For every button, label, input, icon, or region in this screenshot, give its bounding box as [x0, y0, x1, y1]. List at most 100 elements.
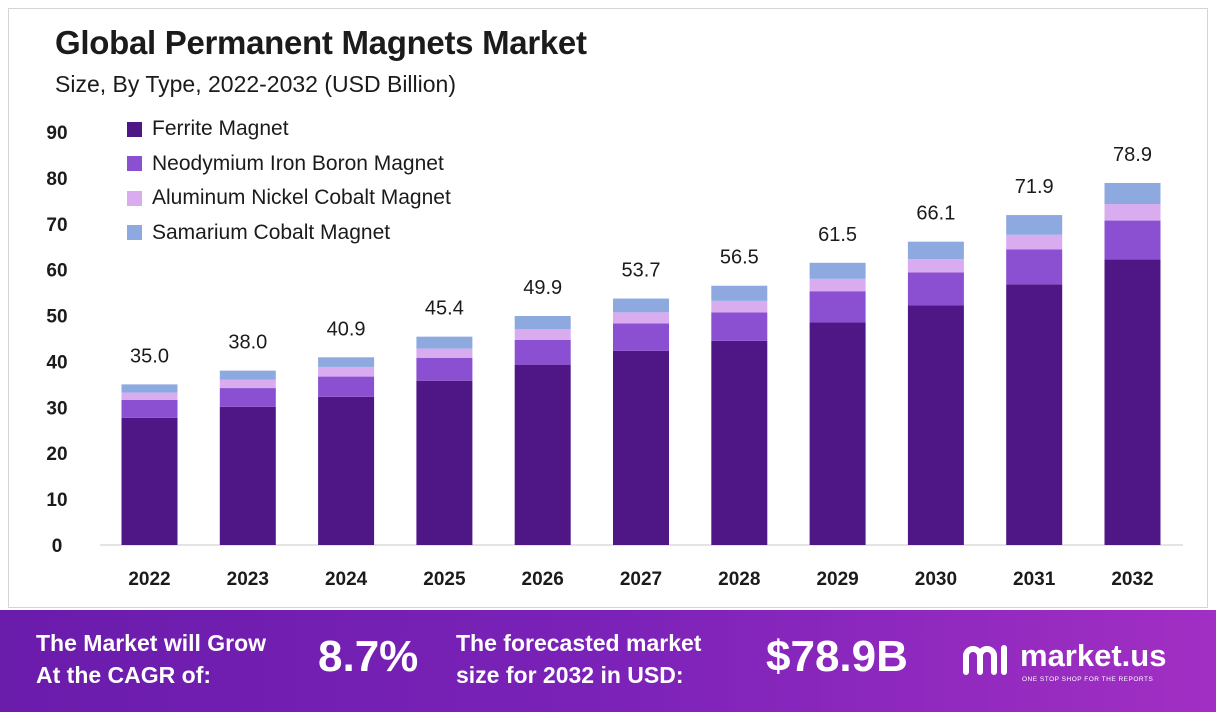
- bar-segment-ferrite-magnet: [1104, 259, 1161, 545]
- bar-segment-ferrite-magnet: [219, 406, 276, 545]
- legend-swatch: [127, 225, 142, 241]
- legend-item: Aluminum Nickel Cobalt Magnet: [127, 181, 451, 216]
- bar-segment-ferrite-magnet: [711, 340, 768, 545]
- summary-banner: The Market will Grow At the CAGR of: 8.7…: [0, 610, 1216, 712]
- x-tick-label: 2025: [423, 569, 466, 590]
- bar-total-label: 61.5: [818, 224, 857, 246]
- bar-segment-samarium-cobalt-magnet: [121, 384, 178, 393]
- x-tick-label: 2026: [522, 569, 564, 590]
- bar-segment-samarium-cobalt-magnet: [219, 370, 276, 380]
- legend-item: Samarium Cobalt Magnet: [127, 216, 451, 251]
- chart-subtitle: Size, By Type, 2022-2032 (USD Billion): [55, 71, 456, 97]
- legend-label: Ferrite Magnet: [152, 117, 289, 141]
- bar-total-label: 38.0: [228, 332, 267, 354]
- market-us-logo-icon: [963, 645, 1007, 675]
- legend-label: Samarium Cobalt Magnet: [152, 220, 391, 244]
- chart-title: Global Permanent Magnets Market: [55, 24, 587, 61]
- market-size-caption-line2: size for 2032 in USD:: [456, 662, 684, 688]
- bar-total-label: 53.7: [622, 260, 661, 282]
- bar-segment-samarium-cobalt-magnet: [711, 285, 768, 301]
- bar-segment-aluminum-nickel-cobalt-magnet: [318, 366, 375, 377]
- bar-segment-aluminum-nickel-cobalt-magnet: [613, 312, 669, 324]
- bar-segment-samarium-cobalt-magnet: [318, 357, 375, 367]
- bar-total-label: 35.0: [130, 345, 169, 367]
- chart-legend: Ferrite Magnet Neodymium Iron Boron Magn…: [127, 112, 451, 250]
- y-tick-label: 10: [46, 490, 67, 511]
- bar-segment-ferrite-magnet: [809, 322, 866, 545]
- bar-segment-neodymium-iron-boron-magnet: [613, 323, 669, 351]
- market-size-value: $78.9B: [766, 632, 908, 681]
- market-size-caption-line1: The forecasted market: [456, 630, 702, 656]
- bar-segment-neodymium-iron-boron-magnet: [416, 357, 473, 381]
- bar-segment-aluminum-nickel-cobalt-magnet: [514, 329, 571, 340]
- x-tick-label: 2024: [325, 569, 368, 590]
- chart-card: [8, 8, 1208, 608]
- bar-segment-ferrite-magnet: [514, 364, 571, 545]
- legend-label: Aluminum Nickel Cobalt Magnet: [152, 186, 451, 210]
- bar-segment-ferrite-magnet: [416, 380, 473, 545]
- bar-segment-ferrite-magnet: [907, 305, 964, 545]
- bar-total-label: 56.5: [720, 247, 759, 269]
- bar-segment-samarium-cobalt-magnet: [514, 316, 571, 330]
- bar-segment-ferrite-magnet: [121, 417, 178, 545]
- bar-segment-aluminum-nickel-cobalt-magnet: [416, 348, 473, 358]
- y-tick-label: 80: [46, 169, 67, 190]
- y-tick-label: 50: [46, 307, 67, 328]
- bar-segment-neodymium-iron-boron-magnet: [907, 272, 964, 306]
- bar-segment-aluminum-nickel-cobalt-magnet: [1006, 234, 1063, 250]
- y-tick-label: 20: [46, 444, 67, 465]
- x-tick-label: 2027: [620, 569, 662, 590]
- legend-swatch: [127, 190, 142, 206]
- bar-total-label: 78.9: [1113, 144, 1152, 166]
- bar-segment-samarium-cobalt-magnet: [907, 241, 964, 260]
- bar-segment-samarium-cobalt-magnet: [1104, 182, 1161, 205]
- x-tick-label: 2028: [718, 569, 760, 590]
- y-tick-label: 30: [46, 398, 67, 419]
- bar-segment-neodymium-iron-boron-magnet: [219, 388, 276, 407]
- bar-segment-samarium-cobalt-magnet: [809, 262, 866, 279]
- bar-segment-neodymium-iron-boron-magnet: [1104, 220, 1161, 260]
- bar-segment-samarium-cobalt-magnet: [416, 336, 473, 349]
- bar-total-label: 40.9: [327, 318, 366, 340]
- legend-item: Ferrite Magnet: [127, 112, 451, 147]
- legend-swatch: [127, 121, 142, 137]
- cagr-caption-line2: At the CAGR of:: [36, 662, 212, 688]
- stacked-bar-chart: 010203040506070809035.0202238.0202340.92…: [46, 123, 1183, 590]
- bar-total-label: 66.1: [916, 203, 955, 225]
- bar-segment-aluminum-nickel-cobalt-magnet: [711, 300, 768, 313]
- cagr-value: 8.7%: [318, 632, 419, 681]
- bar-segment-samarium-cobalt-magnet: [1006, 215, 1063, 235]
- x-tick-label: 2032: [1111, 569, 1153, 590]
- brand-tagline: ONE STOP SHOP FOR THE REPORTS: [1022, 676, 1154, 683]
- bar-segment-neodymium-iron-boron-magnet: [809, 291, 866, 323]
- x-tick-label: 2023: [227, 569, 269, 590]
- bar-segment-neodymium-iron-boron-magnet: [1006, 249, 1063, 285]
- y-tick-label: 70: [46, 215, 67, 236]
- y-tick-label: 90: [46, 123, 67, 144]
- bar-segment-neodymium-iron-boron-magnet: [711, 312, 768, 341]
- bar-total-label: 49.9: [523, 277, 562, 299]
- brand-name: market.us: [1020, 638, 1167, 673]
- bar-segment-ferrite-magnet: [318, 396, 375, 545]
- bar-total-label: 71.9: [1015, 176, 1054, 198]
- legend-swatch: [127, 156, 142, 172]
- y-tick-label: 60: [46, 261, 67, 282]
- legend-label: Neodymium Iron Boron Magnet: [152, 151, 444, 175]
- bar-segment-neodymium-iron-boron-magnet: [121, 399, 178, 418]
- bar-segment-aluminum-nickel-cobalt-magnet: [219, 379, 276, 389]
- y-tick-label: 40: [46, 352, 67, 373]
- bar-segment-aluminum-nickel-cobalt-magnet: [1104, 204, 1161, 221]
- x-tick-label: 2029: [816, 569, 858, 590]
- bar-segment-ferrite-magnet: [1006, 284, 1063, 545]
- cagr-caption-line1: The Market will Grow: [36, 630, 267, 656]
- bar-segment-neodymium-iron-boron-magnet: [318, 376, 375, 397]
- bar-segment-aluminum-nickel-cobalt-magnet: [121, 392, 178, 400]
- bar-segment-ferrite-magnet: [613, 350, 669, 545]
- bar-total-label: 45.4: [425, 298, 464, 320]
- x-tick-label: 2030: [915, 569, 957, 590]
- bar-segment-aluminum-nickel-cobalt-magnet: [907, 259, 964, 273]
- y-tick-label: 0: [52, 536, 63, 557]
- bar-segment-aluminum-nickel-cobalt-magnet: [809, 278, 866, 292]
- bar-segment-neodymium-iron-boron-magnet: [514, 339, 571, 365]
